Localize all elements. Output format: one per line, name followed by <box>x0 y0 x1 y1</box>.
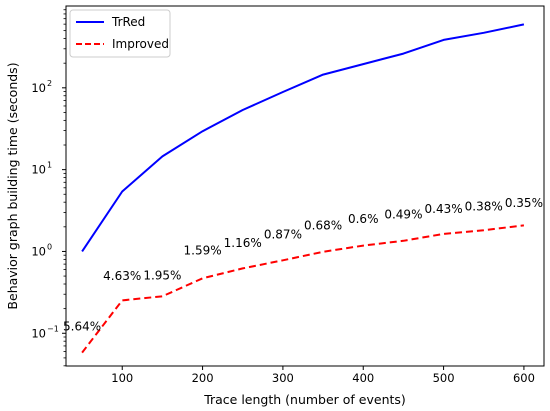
y-tick-exponent-2: 1 <box>47 161 52 170</box>
annotation-label: 5.64% <box>63 320 101 334</box>
annotation-label: 0.35% <box>505 196 543 210</box>
x-tick-label-100: 100 <box>111 371 133 385</box>
y-axis-label: Behavior graph building time (seconds) <box>5 62 20 309</box>
x-tick-label-300: 300 <box>272 371 294 385</box>
x-tick-label-600: 600 <box>513 371 535 385</box>
y-tick-exponent-1: 0 <box>47 242 52 251</box>
annotation-label: 1.59% <box>184 243 222 257</box>
y-tick-label-3: 10 <box>31 81 46 95</box>
y-tick-exponent-0: −1 <box>47 324 59 333</box>
x-axis-label: Trace length (number of events) <box>203 392 406 407</box>
annotation-label: 0.87% <box>264 228 302 242</box>
annotation-label: 0.49% <box>384 208 422 222</box>
plot-area <box>65 5 545 367</box>
y-tick-label-2: 10 <box>31 163 46 177</box>
legend-label-trred: TrRed <box>111 15 145 29</box>
x-tick-label-400: 400 <box>352 371 374 385</box>
annotation-label: 0.68% <box>304 219 342 233</box>
legend-label-improved: Improved <box>112 37 169 51</box>
series-line-trred <box>81 23 525 252</box>
annotation-label: 1.16% <box>224 236 262 250</box>
series-layer <box>81 23 525 354</box>
series-line-improved <box>81 224 525 354</box>
annotation-layer: 5.64% 4.63% 1.95%1.59%1.16%0.87%0.68% 0.6% 0… <box>63 196 543 333</box>
annotation-label: 4.63% <box>103 269 141 283</box>
annotation-label: 0.6% <box>348 212 379 226</box>
x-tick-label-500: 500 <box>433 371 455 385</box>
y-tick-exponent-3: 2 <box>47 79 52 88</box>
annotation-label: 1.95% <box>143 269 181 283</box>
legend: TrRed Improved <box>69 9 171 58</box>
annotation-label: 0.38% <box>465 199 503 213</box>
y-tick-label-0: 10 <box>31 326 46 340</box>
x-tick-label-200: 200 <box>192 371 214 385</box>
y-tick-label-1: 10 <box>31 244 46 258</box>
annotation-label: 0.43% <box>425 202 463 216</box>
